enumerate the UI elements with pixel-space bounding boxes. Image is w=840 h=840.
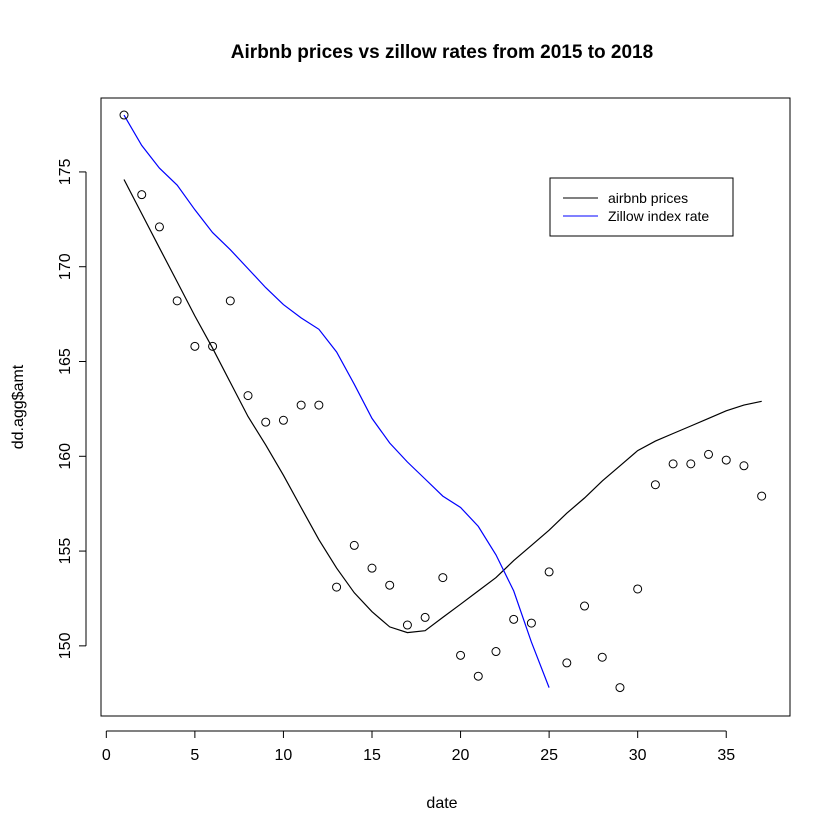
- data-point: [119, 110, 129, 120]
- data-points: [119, 110, 767, 693]
- x-tick-label: 0: [102, 747, 111, 764]
- data-point: [633, 584, 643, 594]
- data-point: [704, 449, 714, 459]
- y-tick-label: 170: [57, 253, 74, 280]
- data-point: [615, 683, 625, 693]
- data-point: [172, 296, 182, 306]
- data-point: [473, 671, 483, 681]
- y-tick-label: 160: [57, 443, 74, 470]
- data-point: [562, 658, 572, 668]
- data-point: [456, 650, 466, 660]
- y-axis-label: dd.agg$amt: [10, 364, 27, 449]
- data-point: [509, 614, 519, 624]
- data-point: [296, 400, 306, 410]
- legend: airbnb prices Zillow index rate: [549, 177, 734, 237]
- data-point: [208, 341, 218, 351]
- series-line-0: [123, 179, 762, 634]
- data-point: [544, 567, 554, 577]
- data-point: [190, 341, 200, 351]
- chart-title: Airbnb prices vs zillow rates from 2015 …: [231, 42, 653, 63]
- legend-box: [549, 177, 734, 237]
- data-point: [597, 652, 607, 662]
- data-point: [757, 491, 767, 501]
- y-tick-label: 175: [57, 158, 74, 185]
- series-lines: [123, 114, 762, 688]
- y-tick-label: 165: [57, 348, 74, 375]
- data-point: [154, 222, 164, 232]
- data-point: [225, 296, 235, 306]
- y-tick-label: 150: [57, 632, 74, 659]
- x-tick-label: 5: [190, 747, 199, 764]
- data-point: [668, 459, 678, 469]
- data-point: [243, 391, 253, 401]
- x-tick-label: 25: [540, 747, 558, 764]
- data-point: [739, 461, 749, 471]
- data-point: [650, 480, 660, 490]
- plot-frame: [100, 97, 791, 717]
- data-point: [438, 573, 448, 583]
- data-point: [137, 190, 147, 200]
- data-point: [580, 601, 590, 611]
- data-point: [385, 580, 395, 590]
- data-point: [261, 417, 271, 427]
- data-point: [491, 647, 501, 657]
- data-point: [349, 540, 359, 550]
- legend-label-zillow: Zillow index rate: [608, 208, 709, 224]
- data-point: [332, 582, 342, 592]
- x-axis: 0 5 10 15 20 25 30 35: [102, 730, 735, 764]
- series-line-1: [123, 114, 550, 688]
- x-tick-label: 35: [717, 747, 735, 764]
- x-tick-label: 30: [629, 747, 647, 764]
- data-point: [402, 620, 412, 630]
- y-tick-label: 155: [57, 538, 74, 565]
- x-tick-label: 15: [363, 747, 381, 764]
- data-point: [721, 455, 731, 465]
- data-point: [526, 618, 536, 628]
- legend-label-airbnb: airbnb prices: [608, 190, 688, 206]
- x-axis-label: date: [426, 795, 457, 812]
- data-point: [686, 459, 696, 469]
- y-axis: 150 155 160 165 170 175: [57, 158, 87, 659]
- data-point: [420, 612, 430, 622]
- x-tick-label: 20: [452, 747, 470, 764]
- data-point: [314, 400, 324, 410]
- data-point: [367, 563, 377, 573]
- x-tick-label: 10: [275, 747, 293, 764]
- data-point: [278, 415, 288, 425]
